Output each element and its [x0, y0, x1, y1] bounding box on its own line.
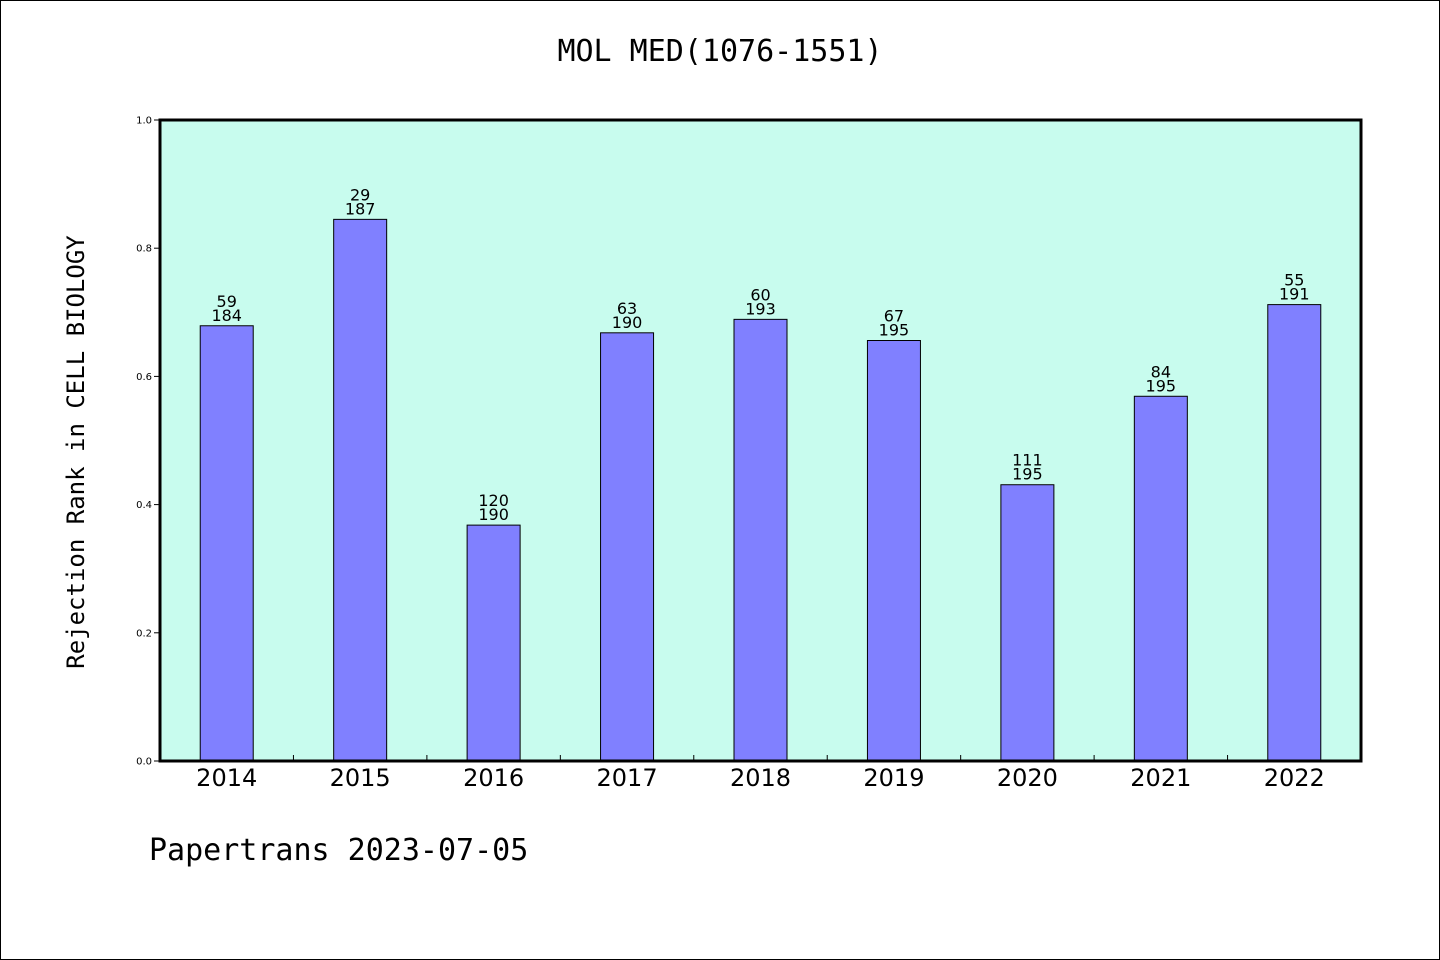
x-tick-label: 2019: [863, 764, 924, 792]
bar-label-rank: 111: [1012, 451, 1043, 470]
x-tick-label: 2021: [1130, 764, 1191, 792]
x-tick-label: 2022: [1264, 764, 1325, 792]
x-tick-label: 2014: [196, 764, 257, 792]
bar-label-rank: 59: [217, 292, 237, 311]
bar: [866, 340, 921, 762]
bar-label-rank: 120: [478, 491, 509, 510]
chart-title: MOL MED(1076-1551): [557, 34, 883, 69]
bar-label-total: 193: [745, 299, 776, 318]
y-tick-label: 0.0: [136, 757, 152, 768]
bar-label-total: 191: [1279, 285, 1310, 304]
bar: [1000, 484, 1055, 762]
bar: [600, 332, 655, 762]
bar-label-total: 190: [478, 505, 509, 524]
bar-label-rank: 63: [617, 299, 637, 318]
bar-label-total: 195: [1012, 465, 1043, 484]
y-tick-label: 1.0: [136, 116, 152, 127]
x-tick-label: 2018: [730, 764, 791, 792]
x-tick-label: 2016: [463, 764, 524, 792]
y-tick-label: 0.8: [136, 244, 152, 255]
bar: [1133, 395, 1188, 762]
bar-label-rank: 67: [884, 307, 904, 326]
bar: [733, 318, 788, 762]
x-tick-label: 2015: [330, 764, 391, 792]
bar-label-rank: 55: [1284, 271, 1304, 290]
bar-label-rank: 84: [1151, 362, 1171, 381]
bar-label-total: 195: [1146, 376, 1177, 395]
bar: [1267, 304, 1322, 762]
bar-label-total: 184: [211, 306, 242, 325]
footer-text: Papertrans 2023-07-05: [149, 833, 529, 868]
y-tick-label: 0.6: [136, 372, 152, 383]
bar-label-total: 187: [345, 199, 376, 218]
bar-label-rank: 60: [750, 285, 770, 304]
bar: [466, 524, 521, 762]
y-tick-label: 0.2: [136, 628, 152, 639]
bar-label-total: 195: [879, 321, 910, 340]
y-tick-label: 0.4: [136, 500, 152, 511]
x-tick-label: 2020: [997, 764, 1058, 792]
x-tick-label: 2017: [597, 764, 658, 792]
bar: [333, 218, 388, 762]
bar-label-rank: 29: [350, 185, 370, 204]
bar: [199, 325, 254, 762]
plot-border: [158, 118, 1363, 763]
bar-label-total: 190: [612, 313, 643, 332]
